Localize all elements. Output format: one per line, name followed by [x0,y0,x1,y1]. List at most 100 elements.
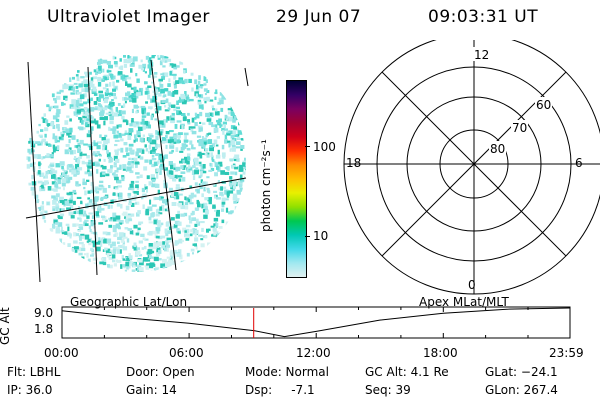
uv-pixel [112,55,115,60]
uv-pixel [187,198,191,203]
info-glat: GLat: −24.1 [485,365,558,379]
uv-pixel [171,63,177,68]
uv-pixel [167,139,172,144]
uv-pixel [127,192,132,197]
uv-pixel [77,70,80,73]
uv-pixel [140,105,146,109]
uv-pixel [156,247,161,253]
uv-pixel [142,237,146,241]
uv-pixel [37,170,41,175]
uv-pixel [71,106,75,109]
uv-pixel [99,112,105,116]
uv-pixel [117,185,122,188]
uv-pixel [120,238,125,243]
uv-pixel [112,217,118,222]
uv-pixel [194,233,197,238]
uv-pixel [85,203,89,209]
uv-pixel [110,76,114,80]
uv-pixel [35,141,40,144]
uv-pixel [82,101,88,105]
uv-pixel [164,262,169,268]
uv-pixel [97,240,102,245]
uv-pixel [91,240,96,244]
uv-pixel [100,238,103,244]
uv-pixel [147,74,151,78]
uv-pixel [51,174,56,179]
uv-pixel [153,256,159,262]
uv-pixel [124,269,127,272]
uv-pixel [122,264,126,268]
info-mode: Mode: Normal [245,365,329,379]
uv-pixel [98,102,101,107]
uv-pixel [83,117,89,122]
uv-pixel [230,106,235,112]
uv-pixel [112,75,116,80]
uv-pixel [118,244,123,249]
uv-pixel [194,243,197,247]
uv-pixel [244,176,246,181]
uv-pixel [86,252,89,258]
uv-pixel [79,139,84,145]
uv-pixel [168,240,174,243]
uv-pixel [212,108,215,111]
uv-pixel [50,121,54,127]
uv-pixel [239,165,243,169]
uv-pixel [195,87,200,93]
uv-pixel [129,64,135,67]
uv-pixel [168,151,173,154]
uv-pixel [179,150,184,153]
uv-pixel [141,187,145,193]
uv-pixel [171,149,174,153]
uv-pixel [196,199,199,205]
uv-pixel [60,131,63,136]
uv-pixel [71,205,74,210]
uv-pixel [57,222,63,227]
uv-pixel [84,87,89,93]
uv-pixel [38,161,41,167]
uv-pixel [62,242,66,245]
uv-pixel [28,182,33,186]
uv-pixel [47,170,52,174]
uv-pixel [57,127,60,132]
uv-pixel [81,160,85,165]
uv-pixel [161,244,165,249]
uv-pixel [199,169,205,172]
uv-pixel [90,254,94,257]
uv-pixel [133,139,136,143]
uv-pixel [134,253,139,257]
uv-pixel [216,197,221,200]
uv-pixel [112,228,117,233]
uv-pixel [49,228,54,232]
uv-pixel [214,172,218,177]
uv-pixel [132,59,135,64]
uv-pixel [199,84,204,87]
uv-pixel [144,71,147,74]
colorbar [286,80,307,278]
uv-pixel [99,180,104,184]
uv-pixel [67,243,71,247]
uv-pixel [173,66,178,70]
uv-pixel [119,164,122,170]
uv-pixel [83,107,88,111]
lat-label-70: 70 [512,121,527,135]
uv-pixel [89,228,92,233]
uv-pixel [169,144,175,149]
uv-pixel [182,100,187,103]
uv-pixel [169,104,172,107]
uv-pixel [55,203,59,208]
uv-pixel [128,187,133,191]
uv-pixel [106,238,112,244]
uv-pixel [145,208,149,212]
uv-pixel [91,118,96,124]
uv-pixel [147,85,152,88]
uv-pixel [108,264,113,269]
uv-pixel [103,120,106,126]
uv-pixel [123,142,128,146]
uv-pixel [141,149,145,154]
uv-pixel [193,229,199,235]
uv-pixel [188,98,194,102]
uv-pixel [56,91,61,95]
uv-pixel [61,201,67,205]
uv-pixel [233,184,236,189]
uv-pixel [187,155,190,160]
